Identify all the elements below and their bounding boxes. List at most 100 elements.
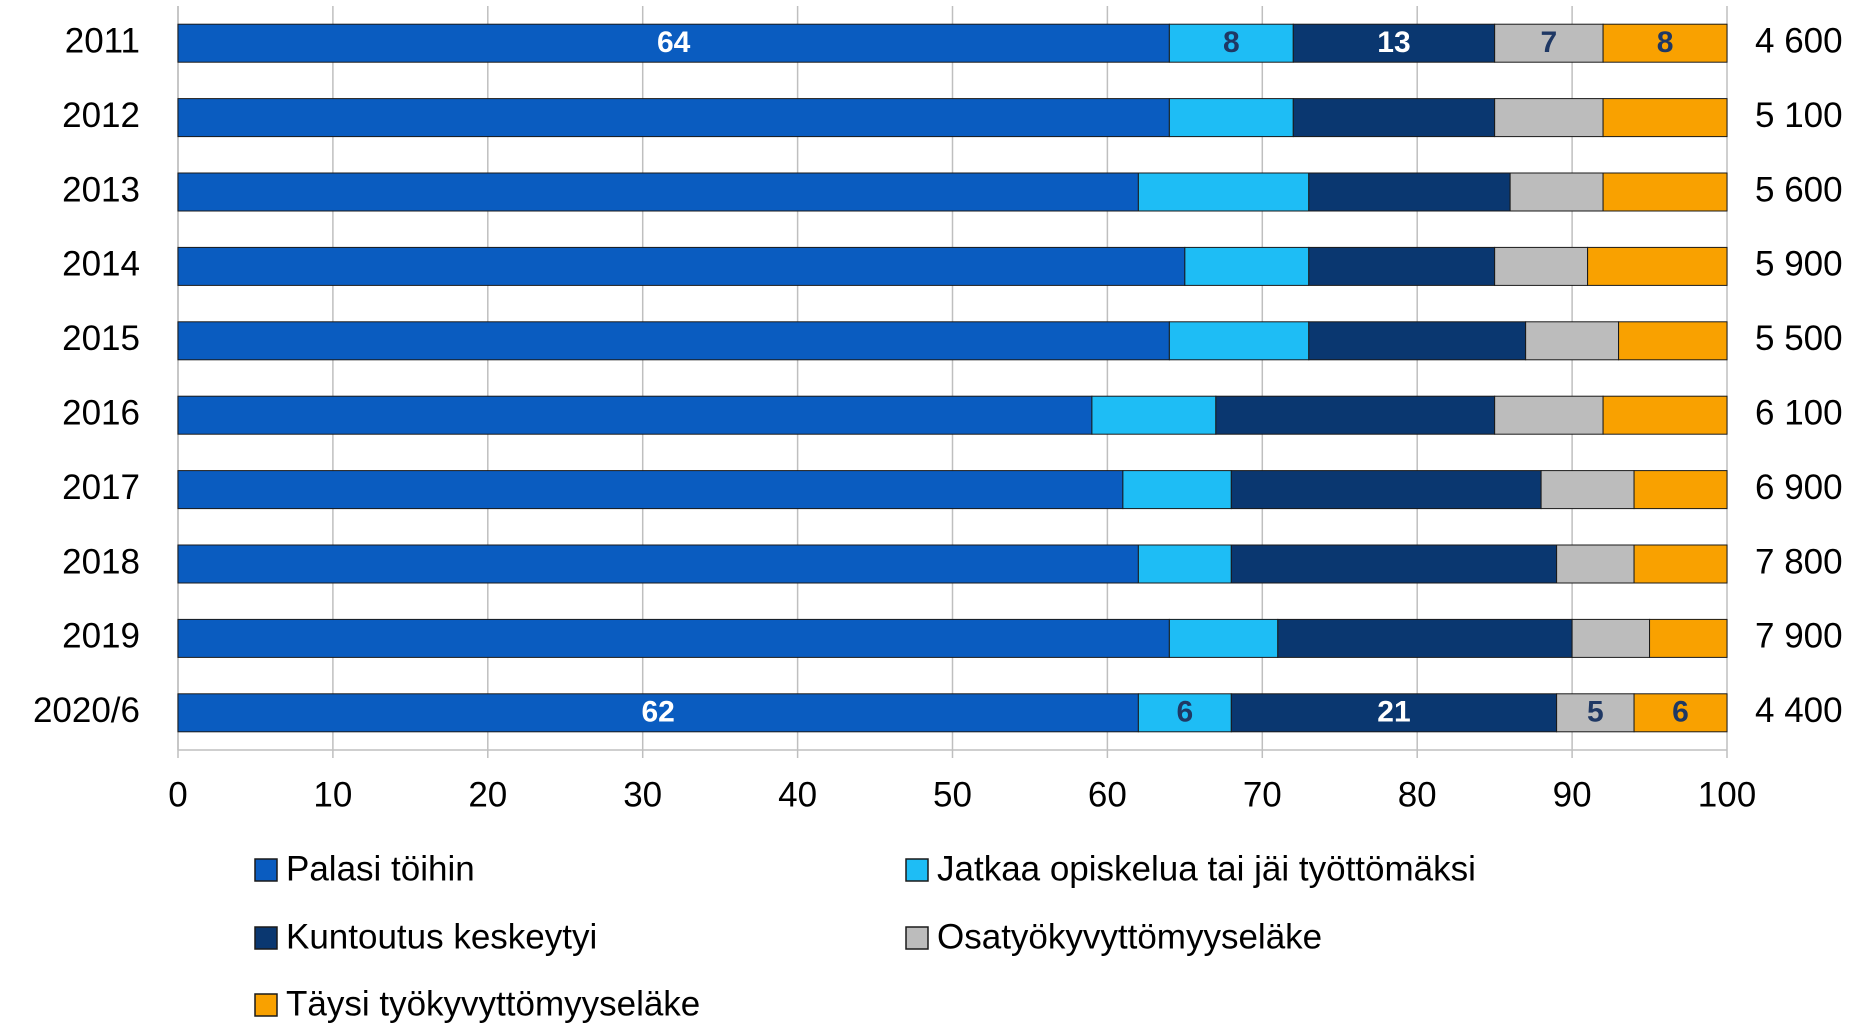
bar-segment xyxy=(177,395,1093,435)
legend-swatch xyxy=(254,858,278,882)
total-label: 5 600 xyxy=(1755,170,1843,209)
bar-segment xyxy=(1494,23,1604,63)
bar-segment xyxy=(1308,246,1496,286)
total-label: 5 100 xyxy=(1755,96,1843,135)
bar-segment xyxy=(1602,98,1728,138)
bar-segment xyxy=(1494,98,1604,138)
bar-segment xyxy=(1494,246,1589,286)
bar-segment xyxy=(177,23,1170,63)
x-tick-label: 60 xyxy=(1088,775,1127,814)
bar-segment xyxy=(1122,470,1232,510)
total-label: 4 600 xyxy=(1755,21,1843,60)
value-label: 64 xyxy=(657,26,691,59)
x-tick-label: 30 xyxy=(623,775,662,814)
bar-segment xyxy=(1230,544,1558,584)
bar-segment xyxy=(1602,395,1728,435)
bar-segment xyxy=(1308,172,1511,212)
x-tick-label: 100 xyxy=(1698,775,1756,814)
bar-segment xyxy=(1277,618,1573,658)
bar-segment xyxy=(1168,321,1310,361)
x-tick-label: 50 xyxy=(933,775,972,814)
bar-segment xyxy=(1525,321,1620,361)
legend-label: Jatkaa opiskelua tai jäi työttömäksi xyxy=(937,849,1476,888)
bar-segment xyxy=(1308,321,1527,361)
x-tick-label: 20 xyxy=(468,775,507,814)
value-label: 6 xyxy=(1672,696,1689,729)
y-tick-label: 2018 xyxy=(62,542,140,581)
bar-segment xyxy=(177,618,1170,658)
bar-segment xyxy=(1602,172,1728,212)
legend-label: Kuntoutus keskeytyi xyxy=(286,917,597,956)
value-label: 62 xyxy=(642,696,675,729)
bar-segment xyxy=(177,693,1139,733)
bar-segment xyxy=(1137,172,1310,212)
total-label: 7 900 xyxy=(1755,617,1843,656)
y-tick-label: 2011 xyxy=(65,21,140,60)
bar-segment xyxy=(1168,98,1294,138)
total-label: 7 800 xyxy=(1755,542,1843,581)
bar-segment xyxy=(1184,246,1310,286)
bar-segment xyxy=(1571,618,1651,658)
bar-segment xyxy=(1292,23,1496,63)
bar-segment xyxy=(177,246,1186,286)
y-tick-label: 2019 xyxy=(62,617,140,656)
x-tick-label: 0 xyxy=(168,775,187,814)
legend-swatch xyxy=(905,858,929,882)
x-tick-label: 90 xyxy=(1553,775,1592,814)
total-label: 5 500 xyxy=(1755,319,1843,358)
legend-swatch xyxy=(254,926,278,950)
x-tick-label: 70 xyxy=(1243,775,1282,814)
bar-segment xyxy=(177,321,1170,361)
bar-segment xyxy=(1556,693,1635,733)
bar-segment xyxy=(1168,23,1294,63)
value-label: 6 xyxy=(1177,696,1194,729)
x-tick-label: 10 xyxy=(313,775,352,814)
y-tick-label: 2020/6 xyxy=(33,691,140,730)
bar-segment xyxy=(1633,544,1728,584)
legend-swatch xyxy=(254,993,278,1017)
value-label: 8 xyxy=(1223,26,1240,59)
legend-label: Täysi työkyvyttömyyseläke xyxy=(286,984,700,1023)
bar-segment xyxy=(1602,23,1728,63)
y-tick-label: 2016 xyxy=(62,393,140,432)
value-label: 8 xyxy=(1657,26,1674,59)
y-tick-label: 2015 xyxy=(62,319,140,358)
bar-segment xyxy=(1633,693,1728,733)
legend-swatch xyxy=(905,926,929,950)
bar-segment xyxy=(1292,98,1496,138)
total-label: 6 900 xyxy=(1755,468,1843,507)
bar-segment xyxy=(1633,470,1728,510)
bar-segment xyxy=(1137,544,1232,584)
bar-segment xyxy=(177,98,1170,138)
legend-label: Palasi töihin xyxy=(286,849,475,888)
bar-segment xyxy=(1649,618,1728,658)
x-tick-label: 40 xyxy=(778,775,817,814)
total-label: 4 400 xyxy=(1755,691,1843,730)
bar-segment xyxy=(177,172,1139,212)
bar-segment xyxy=(1091,395,1217,435)
bar-segment xyxy=(177,470,1124,510)
value-label: 7 xyxy=(1541,26,1558,59)
bar-segment xyxy=(177,544,1139,584)
total-label: 5 900 xyxy=(1755,245,1843,284)
y-tick-label: 2014 xyxy=(62,245,140,284)
bar-segment xyxy=(1215,395,1496,435)
y-tick-label: 2012 xyxy=(62,96,140,135)
value-label: 13 xyxy=(1377,26,1410,59)
y-tick-label: 2013 xyxy=(62,170,140,209)
x-tick-label: 80 xyxy=(1398,775,1437,814)
bar-segment xyxy=(1168,618,1279,658)
legend-label: Osatyökyvyttömyyseläke xyxy=(937,917,1322,956)
y-tick-label: 2017 xyxy=(62,468,140,507)
bar-segment xyxy=(1509,172,1604,212)
bar-segment xyxy=(1230,470,1542,510)
total-label: 6 100 xyxy=(1755,393,1843,432)
bar-segment xyxy=(1540,470,1635,510)
bar-segment xyxy=(1494,395,1604,435)
value-label: 21 xyxy=(1377,696,1410,729)
bar-segment xyxy=(1556,544,1635,584)
bar-segment xyxy=(1137,693,1232,733)
bar-segment xyxy=(1230,693,1558,733)
bar-segment xyxy=(1587,246,1728,286)
